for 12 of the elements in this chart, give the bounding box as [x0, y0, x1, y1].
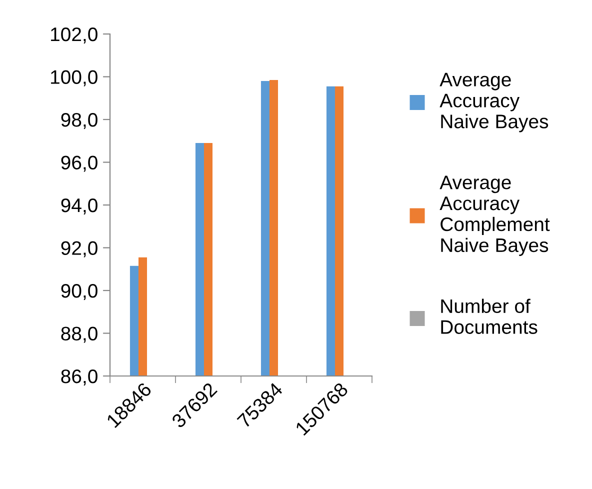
y-tick-label: 94,0 [61, 198, 98, 215]
y-tick-label: 88,0 [61, 326, 98, 343]
legend-label: Number of Documents [441, 298, 538, 334]
y-tick-label: 102,0 [51, 27, 98, 44]
y-tick-label: 92,0 [61, 241, 98, 258]
y-tick-label: 90,0 [61, 284, 98, 300]
y-tick-label: 96,0 [61, 156, 98, 172]
legend-label: Average Accuracy Naive Bayes [440, 72, 548, 132]
y-tick-label: 100,0 [51, 70, 98, 86]
legend-label: Average Accuracy Complement Naive Bayes [440, 176, 550, 256]
y-tick-label: 98,0 [61, 112, 98, 130]
y-tick-label: 86,0 [61, 369, 98, 386]
